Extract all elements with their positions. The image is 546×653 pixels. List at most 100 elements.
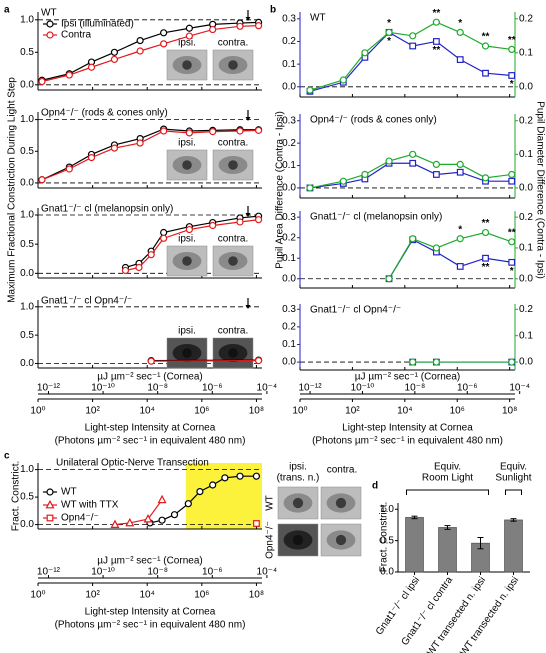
y-tick-label: 0.1	[282, 339, 296, 350]
marker	[508, 258, 516, 266]
eye-image	[228, 60, 238, 70]
marker	[409, 32, 417, 40]
x2-tick-label: 10⁻¹⁰	[91, 567, 115, 578]
x2-axis-label: µJ µm⁻² sec⁻¹ (Cornea)	[97, 372, 202, 383]
x-tick-label: 10⁰	[30, 406, 45, 417]
marker	[209, 481, 217, 489]
marker	[456, 263, 464, 270]
significance-label: **	[508, 35, 516, 46]
x-tick-label: 10⁶	[194, 590, 209, 601]
y-tick-label: 0.5	[380, 535, 394, 546]
marker	[87, 154, 96, 162]
marker	[385, 157, 393, 165]
image-label: ipsi.	[289, 462, 307, 473]
x-tick-label: 10⁸	[249, 406, 264, 417]
x-axis-note: (Photons µm⁻² sec⁻¹ in equivalent 480 nm…	[55, 620, 246, 631]
marker	[136, 47, 144, 55]
y-tick-label: 1.0	[380, 504, 394, 515]
significance-label: **	[508, 227, 516, 238]
subplot-title: WT	[310, 13, 326, 24]
marker	[306, 184, 314, 192]
marker	[236, 472, 244, 480]
axis-label: Pupil Diameter Difference (Contra - Ipsi…	[534, 101, 545, 279]
series-line	[388, 238, 512, 280]
marker	[38, 176, 46, 184]
y-tick-label: 1.0	[20, 210, 34, 221]
marker	[456, 235, 464, 243]
y2-tick-label: 0.1	[519, 330, 533, 341]
significance-label: *	[510, 79, 514, 90]
subplot-title: Gnat1⁻/⁻ cl Opn4⁻/⁻	[41, 296, 132, 307]
y-tick-label: 0.3	[282, 304, 296, 315]
legend-label: WT	[61, 487, 77, 498]
marker	[409, 150, 417, 158]
axis-label: Opn4⁻/⁻	[265, 521, 276, 559]
subplot-title: Opn4⁻/⁻ (rods & cones only)	[310, 115, 437, 126]
marker	[253, 520, 260, 527]
subplot-title: Unilateral Optic-Nerve Transection	[56, 458, 209, 469]
series-line	[41, 25, 259, 83]
eye-image	[182, 160, 192, 170]
marker	[221, 474, 229, 482]
x-axis-note: (Photons µm⁻² sec⁻¹ in equivalent 480 nm…	[312, 436, 503, 447]
eye-image	[228, 160, 238, 170]
marker	[46, 514, 54, 522]
x2-tick-label: 10⁻¹²	[299, 383, 323, 394]
axis-label: Maximum Fractional Constriction During L…	[7, 77, 18, 303]
panel-label: c	[4, 451, 10, 462]
y2-tick-label: 0.1	[519, 149, 533, 160]
y-tick-label: 0.0	[282, 183, 296, 194]
marker	[254, 22, 263, 30]
eye-image	[228, 348, 238, 358]
marker	[143, 514, 153, 523]
marker	[432, 38, 440, 45]
marker	[170, 511, 179, 519]
significance-label: *	[387, 18, 391, 29]
marker	[136, 139, 144, 147]
axis-label: Fract. Constrict.	[11, 461, 22, 532]
x-tick-label: 10⁴	[140, 590, 155, 601]
series-line	[41, 21, 259, 81]
bracket	[505, 489, 522, 495]
x-tick-label: 10²	[85, 406, 100, 417]
marker	[432, 160, 440, 168]
legend-label: Ipsi (illuminated)	[61, 19, 134, 30]
image-label: contra.	[218, 234, 249, 245]
marker	[185, 32, 193, 40]
y-tick-label: 0.2	[282, 322, 296, 333]
x-tick-label: WT transected n. ipsi	[458, 575, 521, 653]
y2-tick-label: 0.0	[519, 183, 533, 194]
marker	[160, 29, 168, 37]
marker	[160, 40, 168, 48]
marker	[482, 254, 489, 262]
y2-tick-label: 0.1	[519, 47, 533, 58]
marker	[185, 129, 193, 137]
significance-label: *	[510, 266, 514, 277]
marker	[121, 266, 130, 275]
marker	[481, 174, 490, 182]
series-line	[114, 499, 163, 526]
group-label: Equiv.	[434, 462, 461, 473]
marker	[409, 159, 417, 167]
y2-tick-label: 0.0	[519, 357, 533, 368]
significance-label: **	[432, 8, 440, 19]
marker	[361, 170, 369, 179]
eye-image	[182, 348, 192, 358]
marker	[110, 144, 119, 152]
y-tick-label: 0.0	[20, 178, 34, 189]
image-label: ipsi.	[178, 234, 196, 245]
marker	[432, 18, 440, 26]
y2-tick-label: 0.0	[519, 273, 533, 284]
marker	[432, 171, 440, 178]
marker	[456, 28, 464, 37]
x-tick-label: 10⁰	[30, 590, 45, 601]
significance-label: *	[458, 18, 462, 29]
marker	[46, 488, 54, 496]
bracket	[406, 489, 489, 495]
marker	[385, 28, 393, 37]
significance-label: *	[387, 36, 391, 47]
marker	[87, 63, 96, 71]
marker	[185, 24, 193, 32]
x-tick-label: 10⁸	[502, 406, 517, 417]
